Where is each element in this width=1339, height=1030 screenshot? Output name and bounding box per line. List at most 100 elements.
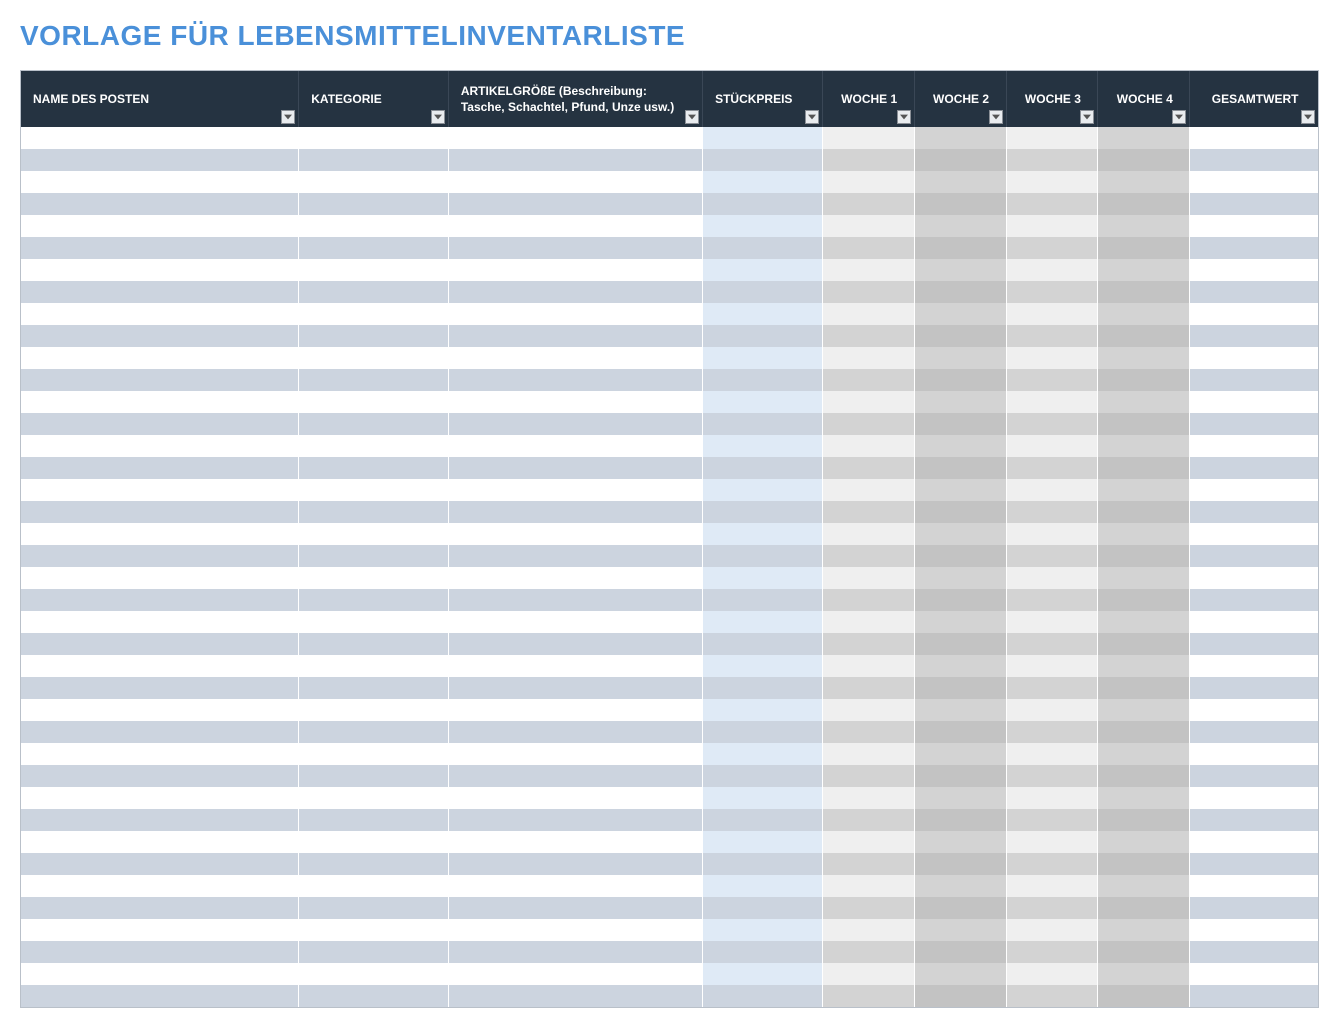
- cell-week1[interactable]: [822, 127, 914, 149]
- cell-category[interactable]: [299, 281, 449, 303]
- cell-week2[interactable]: [914, 567, 1006, 589]
- cell-name[interactable]: [21, 611, 299, 633]
- cell-category[interactable]: [299, 149, 449, 171]
- cell-week4[interactable]: [1098, 325, 1190, 347]
- cell-size[interactable]: [448, 281, 702, 303]
- cell-name[interactable]: [21, 391, 299, 413]
- cell-category[interactable]: [299, 303, 449, 325]
- cell-name[interactable]: [21, 193, 299, 215]
- cell-week3[interactable]: [1006, 215, 1098, 237]
- cell-category[interactable]: [299, 193, 449, 215]
- cell-week4[interactable]: [1098, 809, 1190, 831]
- cell-week3[interactable]: [1006, 919, 1098, 941]
- cell-price[interactable]: [703, 259, 823, 281]
- cell-total[interactable]: [1190, 413, 1318, 435]
- cell-category[interactable]: [299, 127, 449, 149]
- cell-price[interactable]: [703, 919, 823, 941]
- cell-week2[interactable]: [914, 479, 1006, 501]
- cell-name[interactable]: [21, 369, 299, 391]
- cell-name[interactable]: [21, 523, 299, 545]
- cell-total[interactable]: [1190, 941, 1318, 963]
- cell-week2[interactable]: [914, 611, 1006, 633]
- cell-category[interactable]: [299, 501, 449, 523]
- cell-size[interactable]: [448, 831, 702, 853]
- cell-size[interactable]: [448, 435, 702, 457]
- cell-total[interactable]: [1190, 193, 1318, 215]
- cell-size[interactable]: [448, 633, 702, 655]
- cell-week1[interactable]: [822, 193, 914, 215]
- cell-category[interactable]: [299, 721, 449, 743]
- cell-total[interactable]: [1190, 215, 1318, 237]
- cell-size[interactable]: [448, 743, 702, 765]
- cell-week4[interactable]: [1098, 633, 1190, 655]
- cell-week3[interactable]: [1006, 743, 1098, 765]
- cell-week3[interactable]: [1006, 721, 1098, 743]
- cell-category[interactable]: [299, 941, 449, 963]
- cell-price[interactable]: [703, 985, 823, 1007]
- cell-size[interactable]: [448, 985, 702, 1007]
- cell-total[interactable]: [1190, 721, 1318, 743]
- filter-dropdown-icon[interactable]: [1172, 110, 1186, 124]
- cell-price[interactable]: [703, 149, 823, 171]
- cell-price[interactable]: [703, 721, 823, 743]
- cell-size[interactable]: [448, 457, 702, 479]
- cell-name[interactable]: [21, 457, 299, 479]
- cell-week1[interactable]: [822, 985, 914, 1007]
- cell-total[interactable]: [1190, 765, 1318, 787]
- cell-week2[interactable]: [914, 831, 1006, 853]
- cell-week4[interactable]: [1098, 259, 1190, 281]
- cell-total[interactable]: [1190, 149, 1318, 171]
- cell-name[interactable]: [21, 479, 299, 501]
- cell-week3[interactable]: [1006, 545, 1098, 567]
- cell-week1[interactable]: [822, 259, 914, 281]
- cell-week3[interactable]: [1006, 875, 1098, 897]
- cell-total[interactable]: [1190, 853, 1318, 875]
- cell-price[interactable]: [703, 413, 823, 435]
- cell-week4[interactable]: [1098, 391, 1190, 413]
- cell-total[interactable]: [1190, 237, 1318, 259]
- cell-category[interactable]: [299, 787, 449, 809]
- cell-name[interactable]: [21, 259, 299, 281]
- cell-price[interactable]: [703, 281, 823, 303]
- cell-category[interactable]: [299, 545, 449, 567]
- cell-week1[interactable]: [822, 633, 914, 655]
- cell-size[interactable]: [448, 237, 702, 259]
- cell-price[interactable]: [703, 611, 823, 633]
- cell-size[interactable]: [448, 765, 702, 787]
- cell-week4[interactable]: [1098, 369, 1190, 391]
- filter-dropdown-icon[interactable]: [281, 110, 295, 124]
- cell-week2[interactable]: [914, 699, 1006, 721]
- cell-week4[interactable]: [1098, 479, 1190, 501]
- cell-week3[interactable]: [1006, 303, 1098, 325]
- cell-name[interactable]: [21, 875, 299, 897]
- cell-price[interactable]: [703, 479, 823, 501]
- cell-week4[interactable]: [1098, 787, 1190, 809]
- cell-week1[interactable]: [822, 897, 914, 919]
- cell-week3[interactable]: [1006, 699, 1098, 721]
- cell-week1[interactable]: [822, 347, 914, 369]
- cell-week1[interactable]: [822, 831, 914, 853]
- cell-price[interactable]: [703, 215, 823, 237]
- cell-name[interactable]: [21, 567, 299, 589]
- cell-week3[interactable]: [1006, 831, 1098, 853]
- cell-name[interactable]: [21, 941, 299, 963]
- cell-total[interactable]: [1190, 589, 1318, 611]
- cell-week3[interactable]: [1006, 391, 1098, 413]
- cell-week1[interactable]: [822, 787, 914, 809]
- cell-week4[interactable]: [1098, 831, 1190, 853]
- cell-name[interactable]: [21, 677, 299, 699]
- cell-size[interactable]: [448, 479, 702, 501]
- cell-price[interactable]: [703, 347, 823, 369]
- filter-dropdown-icon[interactable]: [431, 110, 445, 124]
- cell-name[interactable]: [21, 325, 299, 347]
- cell-price[interactable]: [703, 963, 823, 985]
- filter-dropdown-icon[interactable]: [1080, 110, 1094, 124]
- cell-size[interactable]: [448, 193, 702, 215]
- cell-week1[interactable]: [822, 699, 914, 721]
- cell-week4[interactable]: [1098, 743, 1190, 765]
- cell-week4[interactable]: [1098, 941, 1190, 963]
- cell-category[interactable]: [299, 435, 449, 457]
- cell-price[interactable]: [703, 853, 823, 875]
- cell-size[interactable]: [448, 501, 702, 523]
- cell-total[interactable]: [1190, 523, 1318, 545]
